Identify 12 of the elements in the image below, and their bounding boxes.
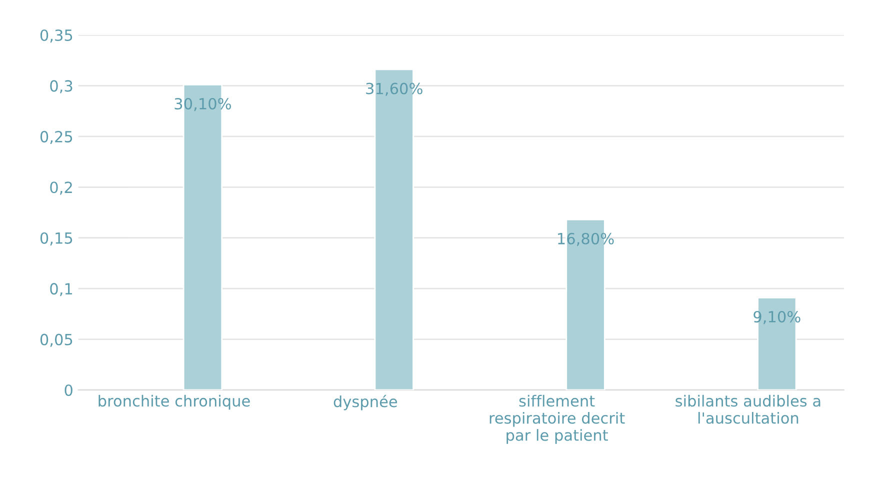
y-tick-label: 0,3 bbox=[50, 80, 72, 94]
y-tick-label: 0 bbox=[64, 384, 72, 396]
y-tick-label: 0,05 bbox=[40, 334, 72, 347]
x-tick-label: bronchite chronique bbox=[98, 394, 250, 410]
y-tick-label: 0,35 bbox=[40, 29, 72, 43]
x-tick-label: dyspnée bbox=[334, 394, 398, 410]
y-tick-label: 0,25 bbox=[40, 130, 72, 144]
y-tick-label: 0,15 bbox=[40, 232, 72, 246]
y-tick-label: 0,1 bbox=[50, 283, 72, 296]
y-tick-label: 0,2 bbox=[50, 182, 72, 195]
x-tick-label: sifflement respiratoire decrit par le patient bbox=[490, 394, 625, 444]
x-tick-label: sibilants audibles a l'auscultation bbox=[676, 394, 820, 424]
